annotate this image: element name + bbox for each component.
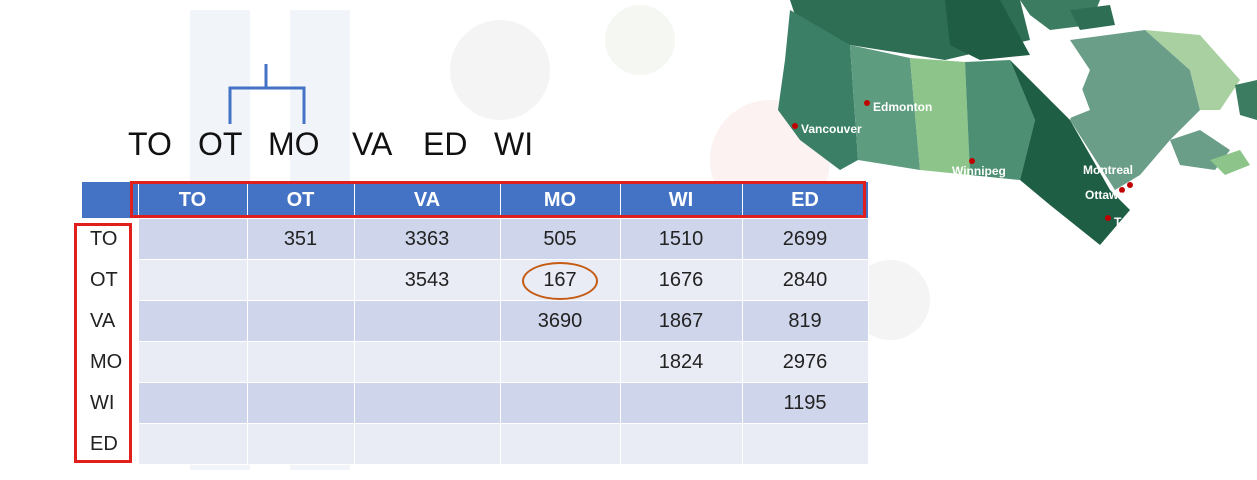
table-cell: 2840 (742, 259, 869, 301)
table-cell: 351 (247, 218, 355, 260)
table-header-row: TO OT VA MO WI ED (82, 182, 869, 219)
table-cell (138, 300, 248, 342)
table-cell: 1510 (620, 218, 743, 260)
map-region-alberta (850, 45, 920, 170)
table-row: TO 351 3363 505 1510 2699 (82, 218, 869, 260)
table-cell: 1824 (620, 341, 743, 383)
map-region-manitoba (965, 60, 1035, 180)
table-cell: 1676 (620, 259, 743, 301)
table-cell (247, 341, 355, 383)
map-region-saskatchewan (910, 58, 970, 175)
table-cell (138, 341, 248, 383)
table-cell (247, 382, 355, 424)
table-cell (138, 382, 248, 424)
table-cell: 505 (500, 218, 621, 260)
table-cell: 3690 (500, 300, 621, 342)
sequence-item-ed: ED (423, 126, 468, 162)
sequence-item-ot: OT (198, 126, 243, 162)
city-label-ottawa: Ottawa (1085, 188, 1125, 202)
dendrogram-bracket (228, 64, 306, 124)
table-cell (138, 423, 248, 465)
table-corner-cell (82, 182, 139, 219)
table-cell (620, 423, 743, 465)
table-cell (247, 259, 355, 301)
table-row: WI 1195 (82, 382, 869, 424)
table-cell (247, 423, 355, 465)
table-cell (354, 300, 501, 342)
minimum-value-ring (522, 262, 598, 300)
column-header-highlight-box (130, 181, 866, 218)
map-region-nunavut (945, 0, 1030, 60)
city-dot-toronto (1105, 215, 1111, 221)
table-cell (354, 382, 501, 424)
table-cell (500, 423, 621, 465)
row-header-ot: OT (82, 259, 139, 301)
table-cell: 2976 (742, 341, 869, 383)
map-region-ontario (1010, 60, 1130, 245)
column-header-va: VA (354, 182, 501, 219)
table-row: ED (82, 423, 869, 465)
table-cell: 1195 (742, 382, 869, 424)
column-header-to: TO (138, 182, 248, 219)
sequence-item-to: TO (128, 126, 172, 162)
city-dot-montreal (1127, 182, 1133, 188)
map-region-nova-scotia (1210, 150, 1250, 175)
city-dot-vancouver (792, 123, 798, 129)
table-cell (500, 341, 621, 383)
distance-table: TO OT VA MO WI ED TO 351 3363 505 1510 2… (82, 182, 869, 465)
column-header-ed: ED (742, 182, 869, 219)
table-cell (138, 218, 248, 260)
row-header-highlight-box (74, 223, 132, 463)
column-header-wi: WI (620, 182, 743, 219)
table-cell: 3363 (354, 218, 501, 260)
map-region-bc (778, 10, 858, 170)
city-label-montreal: Montreal (1083, 163, 1133, 177)
table-cell: 1867 (620, 300, 743, 342)
table-row: OT 3543 167 1676 2840 (82, 259, 869, 301)
city-dot-ottawa (1119, 187, 1125, 193)
sequence-item-mo: MO (268, 126, 320, 162)
sequence-item-va: VA (352, 126, 393, 162)
table-cell (354, 341, 501, 383)
table-cell (354, 423, 501, 465)
city-label-edmonton: Edmonton (873, 100, 932, 114)
map-region-quebec (1070, 30, 1200, 190)
map-region-arctic-island (1070, 5, 1115, 30)
table-cell (742, 423, 869, 465)
table-row: MO 1824 2976 (82, 341, 869, 383)
table-cell: 2699 (742, 218, 869, 260)
table-row: VA 3690 1867 819 (82, 300, 869, 342)
canada-map: Edmonton Vancouver Winnipeg Montreal Ott… (778, 0, 1257, 245)
table-cell (620, 382, 743, 424)
table-cell: 3543 (354, 259, 501, 301)
map-hudson-bay (1040, 70, 1090, 118)
city-dot-edmonton (864, 100, 870, 106)
table-cell (247, 300, 355, 342)
table-cell: 819 (742, 300, 869, 342)
sequence-item-wi: WI (494, 126, 534, 162)
city-dot-winnipeg (969, 158, 975, 164)
map-region-newfoundland (1235, 80, 1257, 120)
column-header-ot: OT (247, 182, 355, 219)
city-label-winnipeg: Winnipeg (952, 164, 1006, 178)
city-label-toronto: Toronto (1114, 215, 1158, 229)
map-region-labrador (1145, 30, 1240, 110)
city-label-vancouver: Vancouver (801, 122, 862, 136)
table-cell (500, 382, 621, 424)
table-cell (138, 259, 248, 301)
column-header-mo: MO (500, 182, 621, 219)
